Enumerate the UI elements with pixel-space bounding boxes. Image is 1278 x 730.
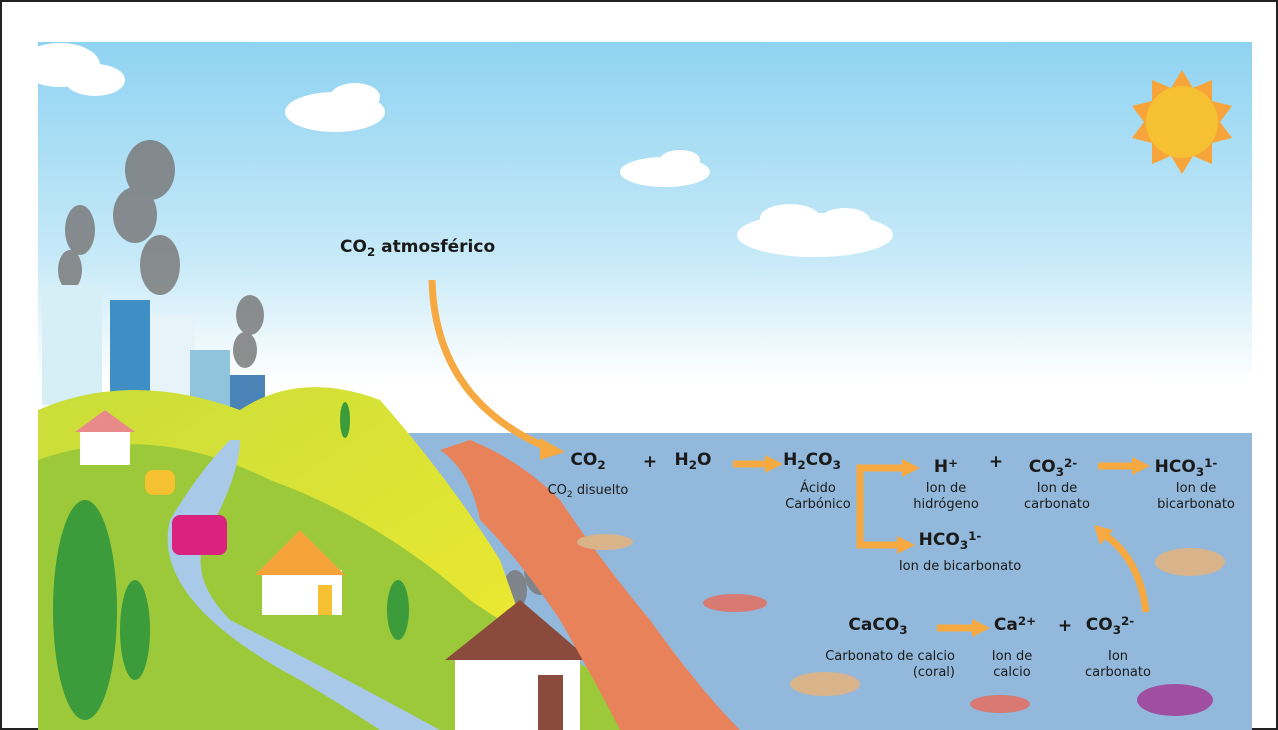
caption: Ion de [1176,481,1216,496]
caption: Carbonato de calcio [825,649,955,664]
formula: HCO31- [919,529,982,552]
caption: calcio [993,665,1030,680]
subscript: 2 [367,245,375,259]
sun [1132,70,1232,174]
formula-text: O [697,450,711,470]
buildings [42,285,265,435]
formula-text: Ácido [800,480,836,496]
formula-text: H [675,450,689,470]
formula-text: Carbonato de calcio [825,649,955,664]
formula: CO32- [1029,456,1077,479]
formula-text: calcio [993,665,1030,680]
formula-text: Ion de [1037,481,1077,496]
formula-text: atmosférico [375,237,495,257]
caption: Ion de [1037,481,1077,496]
subscript: 3 [1113,623,1121,637]
formula-text: Ion de [926,481,966,496]
caption: Ion de [992,649,1032,664]
formula: CaCO3 [848,615,907,637]
caption: CO2 disuelto [548,483,629,500]
superscript: 2+ [1018,614,1036,628]
formula-text: + [643,452,657,472]
subscript: 3 [833,458,841,472]
superscript: 1- [968,529,981,543]
caption: Carbónico [785,497,851,512]
scene [38,42,1252,730]
road [167,440,440,730]
formula: + [989,452,1003,472]
subscript: 3 [899,623,907,637]
caption: carbonato [1024,497,1090,512]
formula-text: CO [548,483,567,498]
subscript: 2 [567,490,573,500]
formula-text: carbonato [1085,665,1151,680]
coral [440,440,740,730]
truck [172,515,227,555]
formula-text: Ion de [992,649,1032,664]
subscript: 3 [1056,465,1064,479]
formula-text: HCO [919,530,960,550]
formula: Ca2+ [994,614,1036,635]
formula: H+ [934,456,958,477]
superscript: 2- [1064,456,1077,470]
formula-text: (coral) [913,665,955,680]
formula-text: bicarbonato [1157,497,1235,512]
formula-text: CO [570,450,597,470]
caption: Ion de [926,481,966,496]
superscript: + [948,456,958,470]
formula-text: disuelto [573,483,629,498]
caption: bicarbonato [1157,497,1235,512]
formula-text: CO [1029,457,1056,477]
formula: CO2 [570,450,605,472]
fish [577,534,1225,716]
formula-text: carbonato [1024,497,1090,512]
car [145,470,175,495]
formula: H2CO3 [783,450,841,472]
formula: HCO31- [1155,456,1218,479]
formula: CO32- [1086,614,1134,637]
formula-text: Ion de [1176,481,1216,496]
formula: + [643,452,657,472]
formula-text: CO [806,450,833,470]
formula-text: CO [340,237,367,257]
formula-text: Carbónico [785,497,851,512]
formula: CO2 atmosférico [340,237,495,259]
clouds [38,43,893,257]
subscript: 3 [1196,465,1204,479]
superscript: 2- [1121,614,1134,628]
subscript: 2 [597,458,605,472]
superscript: 1- [1204,456,1217,470]
caption: carbonato [1085,665,1151,680]
subscript: 2 [689,458,697,472]
formula-text: CO [1086,615,1113,635]
formula-text: H [934,457,948,477]
formula-text: CaCO [848,615,899,635]
formula-text: hidrógeno [913,497,979,512]
formula-text: HCO [1155,457,1196,477]
formula-text: Ion [1108,649,1128,664]
caption: Ácido [800,480,836,496]
formula-text: Ca [994,615,1018,635]
arrowheads [540,438,1150,637]
formula: H2O [675,450,712,472]
formula-text: H [783,450,797,470]
arrows [428,279,1150,632]
caption: Ion de bicarbonato [899,559,1021,574]
formula-text: Ion de bicarbonato [899,559,1021,574]
trees [53,402,409,720]
houses [75,410,590,730]
subscript: 2 [797,458,805,472]
caption: hidrógeno [913,497,979,512]
formula-text: + [989,452,1003,472]
caption: (coral) [913,665,955,680]
caption: Ion [1108,649,1128,664]
subscript: 3 [960,538,968,552]
formula-text: + [1058,616,1072,636]
formula: + [1058,616,1072,636]
